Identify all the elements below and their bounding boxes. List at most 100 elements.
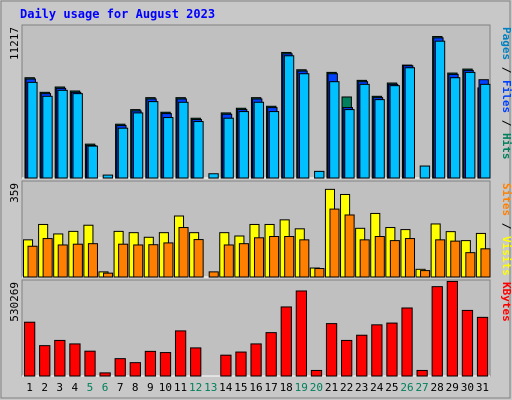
- x-tick-label: 1: [26, 381, 33, 394]
- bar-sites: [148, 244, 159, 278]
- bar-sites: [163, 242, 174, 278]
- x-tick-label: 8: [132, 381, 139, 394]
- bar-pages: [147, 101, 159, 179]
- series-axis-label-part: Files: [500, 80, 512, 113]
- x-tick-label: 13: [204, 381, 217, 394]
- bar-sites: [87, 243, 98, 278]
- x-tick-label: 25: [385, 381, 398, 394]
- bar-sites: [57, 244, 68, 278]
- bar-sites: [480, 248, 491, 278]
- bar-pages: [449, 77, 461, 179]
- bar-sites: [404, 238, 416, 278]
- x-tick-label: 21: [325, 381, 338, 394]
- bar-sites: [314, 268, 325, 278]
- x-tick-label: 20: [310, 381, 323, 394]
- bar-sites: [133, 244, 144, 278]
- bar-kbytes: [325, 323, 338, 377]
- bar-pages: [314, 170, 325, 179]
- bar-sites: [269, 236, 280, 278]
- bar-sites: [329, 208, 340, 278]
- bar-kbytes: [24, 321, 36, 377]
- bar-kbytes: [401, 307, 413, 377]
- bar-kbytes: [386, 322, 398, 377]
- bar-sites: [27, 245, 38, 278]
- series-axis-label: Pages / Files / Hits: [500, 27, 512, 160]
- x-tick-label: 11: [174, 381, 187, 394]
- bar-kbytes: [250, 343, 262, 377]
- bar-kbytes: [476, 316, 489, 377]
- x-tick-label: 16: [249, 381, 262, 394]
- bar-sites: [42, 238, 53, 278]
- bar-kbytes: [144, 350, 157, 377]
- bar-pages: [329, 81, 340, 179]
- bar-pages: [163, 117, 174, 179]
- x-tick-label: 24: [370, 381, 384, 394]
- bar-pages: [117, 127, 129, 179]
- bar-kbytes: [54, 339, 66, 377]
- x-tick-label: 7: [117, 381, 124, 394]
- bar-kbytes: [356, 334, 368, 377]
- series-axis-label: KBytes: [500, 282, 512, 322]
- bar-kbytes: [69, 343, 81, 377]
- bar-kbytes: [129, 362, 141, 377]
- series-axis-label-part: /: [500, 216, 512, 236]
- bar-kbytes: [220, 354, 232, 377]
- bar-pages: [283, 55, 295, 179]
- bar-pages: [208, 173, 219, 179]
- bar-sites: [420, 270, 431, 278]
- x-tick-label: 31: [476, 381, 489, 394]
- bar-sites: [344, 214, 355, 278]
- bar-pages: [132, 112, 144, 179]
- bar-pages: [102, 174, 114, 179]
- x-tick-label: 9: [147, 381, 154, 394]
- x-tick-label: 29: [446, 381, 459, 394]
- x-tick-label: 5: [87, 381, 94, 394]
- bar-kbytes: [280, 306, 292, 377]
- bar-kbytes: [174, 330, 187, 377]
- x-tick-label: 28: [431, 381, 444, 394]
- bar-sites: [193, 239, 204, 278]
- bar-kbytes: [235, 351, 247, 377]
- bar-pages: [298, 73, 310, 179]
- bar-pages: [87, 145, 98, 179]
- bar-sites: [374, 236, 385, 278]
- x-tick-label: 2: [41, 381, 48, 394]
- bar-pages: [27, 81, 38, 179]
- y-max-label: 11217: [8, 27, 21, 60]
- x-tick-label: 17: [264, 381, 277, 394]
- bar-sites: [359, 239, 370, 278]
- bar-pages: [223, 117, 234, 179]
- panel-pages-files-hits: 11217 Pages / Files / Hits: [8, 24, 512, 179]
- bar-sites: [450, 240, 461, 278]
- bar-sites: [178, 227, 189, 278]
- bar-kbytes: [265, 332, 277, 377]
- bar-sites: [435, 239, 446, 278]
- series-axis-label-part: Visits: [500, 236, 512, 276]
- bar-kbytes: [190, 347, 202, 377]
- bar-pages: [238, 111, 249, 179]
- bar-pages: [193, 121, 204, 179]
- bar-pages: [253, 101, 265, 179]
- bar-sites: [253, 237, 265, 278]
- bar-sites: [389, 240, 400, 278]
- bar-pages: [419, 165, 431, 179]
- x-tick-label: 4: [72, 381, 79, 394]
- bar-kbytes: [341, 339, 353, 377]
- x-tick-label: 23: [355, 381, 368, 394]
- y-max-label: 530269: [8, 282, 21, 322]
- bar-pages: [480, 83, 491, 179]
- series-axis-label-part: Pages: [500, 27, 512, 60]
- x-tick-label: 27: [415, 381, 428, 394]
- panel-sites-visits: 359 Sites / Visits: [8, 180, 512, 278]
- series-axis-label: Sites / Visits: [500, 183, 512, 276]
- x-tick-label: 12: [189, 381, 202, 394]
- bar-pages: [465, 71, 476, 179]
- bar-sites: [284, 236, 295, 278]
- x-tick-label: 19: [295, 381, 308, 394]
- x-tick-label: 15: [234, 381, 247, 394]
- series-axis-label-part: KBytes: [500, 282, 512, 322]
- bar-pages: [359, 83, 370, 179]
- bar-kbytes: [446, 280, 458, 377]
- bar-pages: [389, 85, 400, 179]
